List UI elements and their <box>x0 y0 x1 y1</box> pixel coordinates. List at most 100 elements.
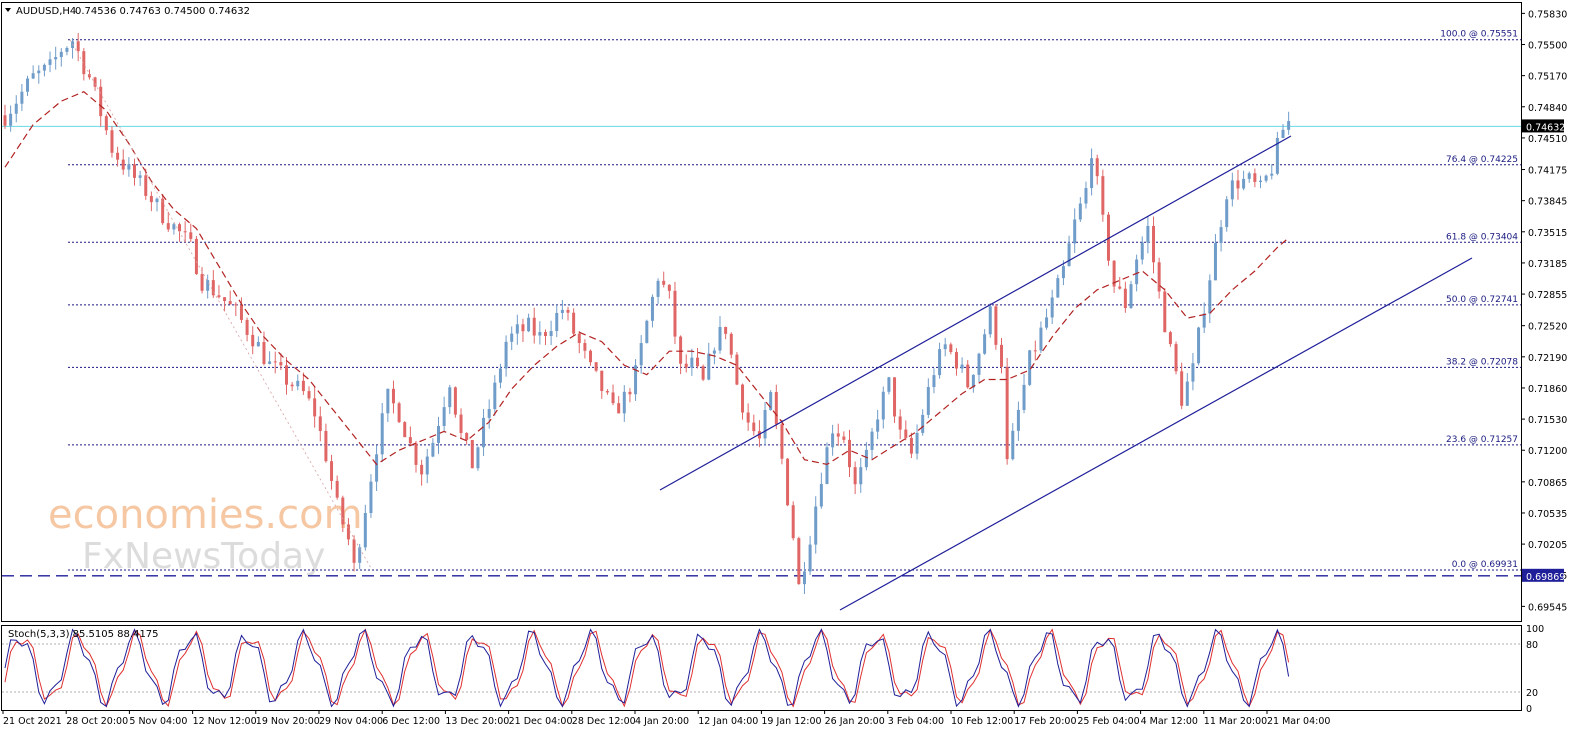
candle <box>194 236 198 275</box>
candle-body <box>414 443 418 465</box>
candle <box>983 329 987 355</box>
candle <box>864 442 868 471</box>
candle <box>859 457 863 493</box>
candle <box>628 388 632 403</box>
candle <box>650 294 654 328</box>
candle <box>1270 164 1274 180</box>
candle-body <box>1157 262 1161 292</box>
candle-body <box>183 231 187 233</box>
candle <box>104 114 108 135</box>
moving-average <box>4 91 1289 466</box>
time-tick-label: 13 Dec 20:00 <box>445 716 509 727</box>
candle-body <box>881 391 885 420</box>
candle-body <box>99 86 103 117</box>
time-tick-label: 19 Nov 20:00 <box>256 716 320 727</box>
candle-body <box>977 353 981 375</box>
candle-body <box>1067 243 1071 267</box>
header-dropdown-icon[interactable] <box>5 8 11 12</box>
candle-body <box>701 366 705 380</box>
candle-body <box>966 364 970 388</box>
candle <box>375 445 379 491</box>
candle-body <box>425 456 429 475</box>
candle-body <box>251 334 255 347</box>
fib-label-1: 76.4 @ 0.74225 <box>1446 155 1518 165</box>
candle <box>893 377 897 423</box>
candle <box>442 396 446 432</box>
candle <box>679 335 683 375</box>
candle <box>403 421 407 438</box>
candle <box>183 221 187 243</box>
candle-body <box>932 375 936 388</box>
stochastic-oscillator: 100 80 20 0 <box>2 624 1544 715</box>
candle-body <box>1028 350 1032 385</box>
candle-body <box>1129 284 1133 309</box>
candle <box>346 518 350 546</box>
candle-body <box>921 414 925 433</box>
candle <box>1073 208 1077 253</box>
candle <box>904 420 908 441</box>
candle <box>707 342 711 381</box>
candle-body <box>397 403 401 423</box>
time-tick-label: 17 Feb 20:00 <box>1014 716 1076 727</box>
candle <box>1005 357 1009 465</box>
candle <box>307 386 311 401</box>
candle-body <box>938 349 942 376</box>
candle <box>121 149 125 175</box>
candle <box>589 349 593 366</box>
candle <box>572 308 576 336</box>
candle-body <box>1197 327 1201 364</box>
candle-body <box>498 368 502 383</box>
candle <box>1056 274 1060 298</box>
candle-body <box>960 364 964 369</box>
candle <box>690 348 694 376</box>
candle-body <box>93 77 97 87</box>
candle <box>594 362 598 373</box>
candle-body <box>391 388 395 404</box>
candle-body <box>836 433 840 437</box>
candle <box>1185 373 1189 406</box>
candle-body <box>1275 138 1279 174</box>
candle <box>1084 181 1088 209</box>
candle-body <box>1095 158 1099 177</box>
candle-body <box>239 305 243 320</box>
candle <box>493 375 497 416</box>
candle-body <box>864 449 868 468</box>
price-tick-label: 0.73185 <box>1528 259 1567 270</box>
candle <box>166 211 170 232</box>
candle <box>600 370 604 399</box>
candle-body <box>994 306 998 345</box>
candle-body <box>453 387 457 415</box>
candle-body <box>166 223 170 230</box>
candle <box>639 335 643 374</box>
candle <box>921 409 925 436</box>
current-price-tag-bg <box>1522 119 1564 133</box>
fib-anchor-diagonal <box>69 39 373 571</box>
candle <box>279 353 283 371</box>
time-tick-label: 21 Oct 2021 <box>3 716 62 727</box>
candle-body <box>363 513 367 548</box>
candle-body <box>1112 260 1116 287</box>
candle <box>127 157 131 177</box>
candle-body <box>285 365 288 385</box>
candle <box>363 504 367 551</box>
price-tick-label: 0.75830 <box>1528 9 1567 20</box>
candle <box>1090 148 1094 196</box>
candle <box>1208 274 1212 324</box>
candle <box>211 270 215 298</box>
candle-body <box>695 357 699 367</box>
candle-body <box>949 344 953 353</box>
candle <box>1146 215 1150 254</box>
stoch-tick-100: 100 <box>1526 624 1544 635</box>
candle <box>155 197 159 212</box>
candle <box>510 326 514 351</box>
candle-body <box>1005 366 1009 460</box>
candle-body <box>20 91 24 104</box>
candle <box>71 37 75 59</box>
candle <box>386 388 390 422</box>
time-tick-label: 5 Nov 04:00 <box>129 716 187 727</box>
candle-body <box>48 59 52 65</box>
candle <box>532 307 536 344</box>
candle-body <box>870 431 874 450</box>
candle-body <box>1174 344 1178 372</box>
